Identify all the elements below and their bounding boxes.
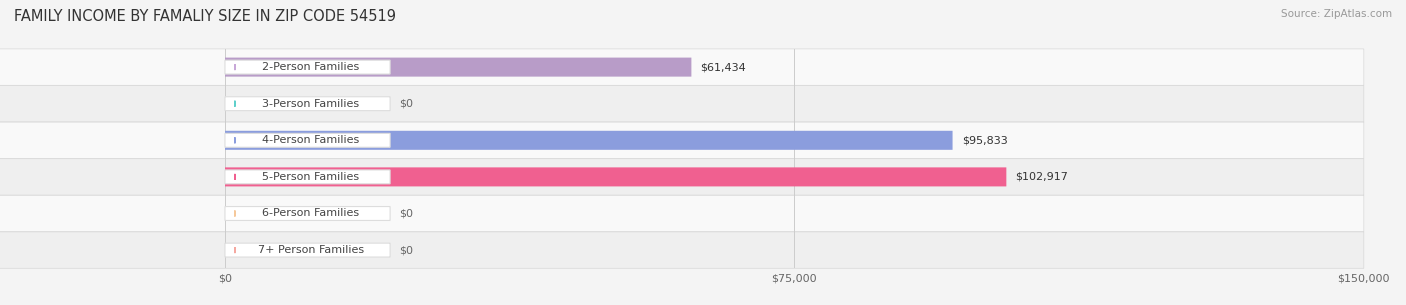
Text: $0: $0 <box>399 209 413 218</box>
FancyBboxPatch shape <box>0 195 1364 232</box>
FancyBboxPatch shape <box>225 58 692 77</box>
FancyBboxPatch shape <box>225 60 389 74</box>
FancyBboxPatch shape <box>0 122 1364 159</box>
FancyBboxPatch shape <box>0 85 1364 122</box>
FancyBboxPatch shape <box>0 49 1364 85</box>
FancyBboxPatch shape <box>225 133 389 147</box>
Text: 4-Person Families: 4-Person Families <box>262 135 360 145</box>
Text: $0: $0 <box>399 99 413 109</box>
Text: $95,833: $95,833 <box>962 135 1008 145</box>
FancyBboxPatch shape <box>0 232 1364 268</box>
FancyBboxPatch shape <box>0 159 1364 195</box>
FancyBboxPatch shape <box>225 206 389 221</box>
Text: 6-Person Families: 6-Person Families <box>263 209 360 218</box>
Text: 3-Person Families: 3-Person Families <box>263 99 360 109</box>
Text: 7+ Person Families: 7+ Person Families <box>257 245 364 255</box>
FancyBboxPatch shape <box>225 167 1007 186</box>
FancyBboxPatch shape <box>225 170 389 184</box>
Text: 5-Person Families: 5-Person Families <box>263 172 360 182</box>
Text: $102,917: $102,917 <box>1015 172 1069 182</box>
Text: FAMILY INCOME BY FAMALIY SIZE IN ZIP CODE 54519: FAMILY INCOME BY FAMALIY SIZE IN ZIP COD… <box>14 9 396 24</box>
Text: 2-Person Families: 2-Person Families <box>262 62 360 72</box>
FancyBboxPatch shape <box>225 243 389 257</box>
Text: $0: $0 <box>399 245 413 255</box>
FancyBboxPatch shape <box>225 97 389 111</box>
FancyBboxPatch shape <box>225 131 952 150</box>
Text: $61,434: $61,434 <box>700 62 747 72</box>
Text: Source: ZipAtlas.com: Source: ZipAtlas.com <box>1281 9 1392 19</box>
